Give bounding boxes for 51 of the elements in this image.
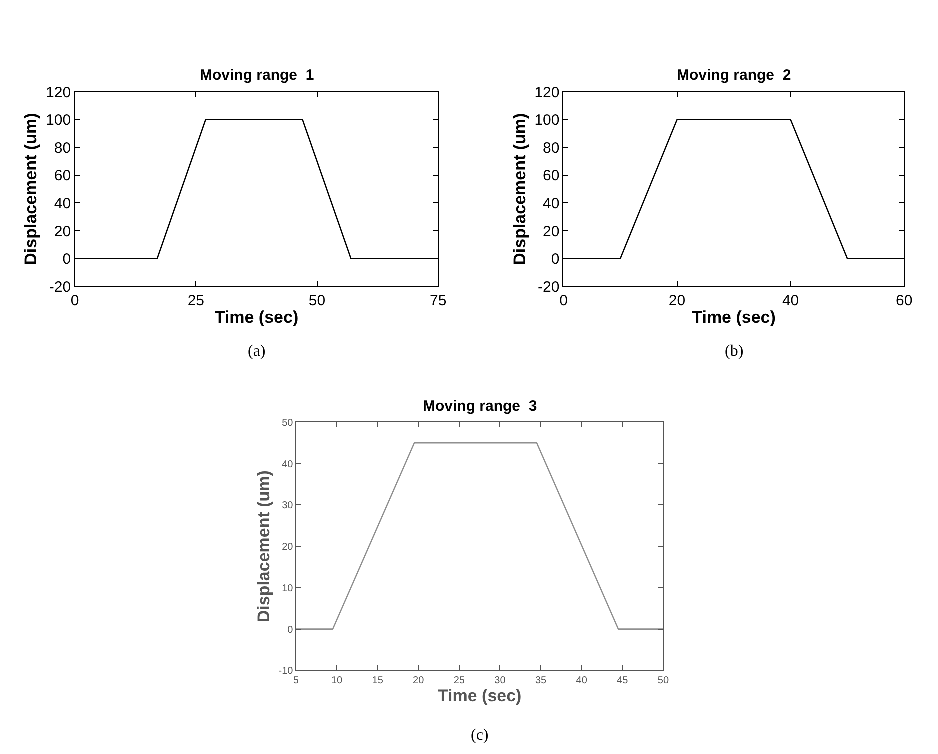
x-axis-title: Time (sec) [214,308,299,327]
y-tick-label: 20 [543,223,560,240]
y-tick-label: 30 [282,500,294,512]
y-tick-label: 20 [282,542,294,554]
x-tick-label: 25 [188,292,205,310]
y-tick-label: 100 [46,112,72,130]
y-axis-title: Displacement (um) [22,113,41,266]
x-tick-label: 50 [308,292,326,310]
x-tick-label: 25 [454,676,466,687]
y-tick-label: 120 [534,84,560,102]
text: (c) [471,727,489,744]
x-tick-label: 40 [576,676,588,687]
y-tick-label: 60 [54,168,72,185]
y-tick-label: 80 [54,140,72,157]
x-axis-title: Time (sec) [438,686,522,706]
text: (a) [248,343,266,360]
chart-title: Moving range 3 [423,398,538,415]
x-tick-label: 10 [331,676,344,687]
x-tick-label: 30 [494,676,506,687]
x-tick-label: 40 [782,292,800,310]
x-tick-label: 15 [372,676,384,687]
y-axis-title: Displacement (um) [510,113,530,266]
y-tick-label: 50 [282,418,294,429]
x-tick-label: 60 [896,292,913,310]
y-tick-label: -10 [278,666,294,678]
y-tick-label: 10 [282,583,294,594]
y-axis-title: Displacement (um) [254,470,274,623]
y-tick-label: 100 [534,112,560,130]
y-tick-label: -20 [49,278,72,296]
text: (b) [725,343,744,360]
y-tick-label: 40 [282,459,294,470]
y-tick-label: 40 [54,195,72,212]
x-axis-title: Time (sec) [692,308,776,327]
y-tick-label: 80 [543,140,560,157]
y-tick-label: 60 [543,168,560,185]
y-tick-label: 40 [543,195,560,212]
chart-title: Moving range 1 [200,67,314,84]
x-tick-label: 20 [413,676,425,687]
x-tick-label: 45 [617,676,629,687]
y-tick-label: 120 [46,84,72,102]
x-tick-label: 50 [658,676,670,687]
y-tick-label: -20 [538,278,560,296]
y-tick-label: 20 [54,223,72,240]
chart-title: Moving range 2 [677,67,792,84]
x-tick-label: 20 [668,292,686,310]
x-tick-label: 5 [293,676,300,687]
x-tick-label: 75 [430,292,447,310]
x-tick-label: 35 [535,676,548,687]
y-tick-label: 0 [551,251,560,268]
y-tick-label: 0 [288,624,294,636]
y-tick-label: 0 [62,251,72,268]
